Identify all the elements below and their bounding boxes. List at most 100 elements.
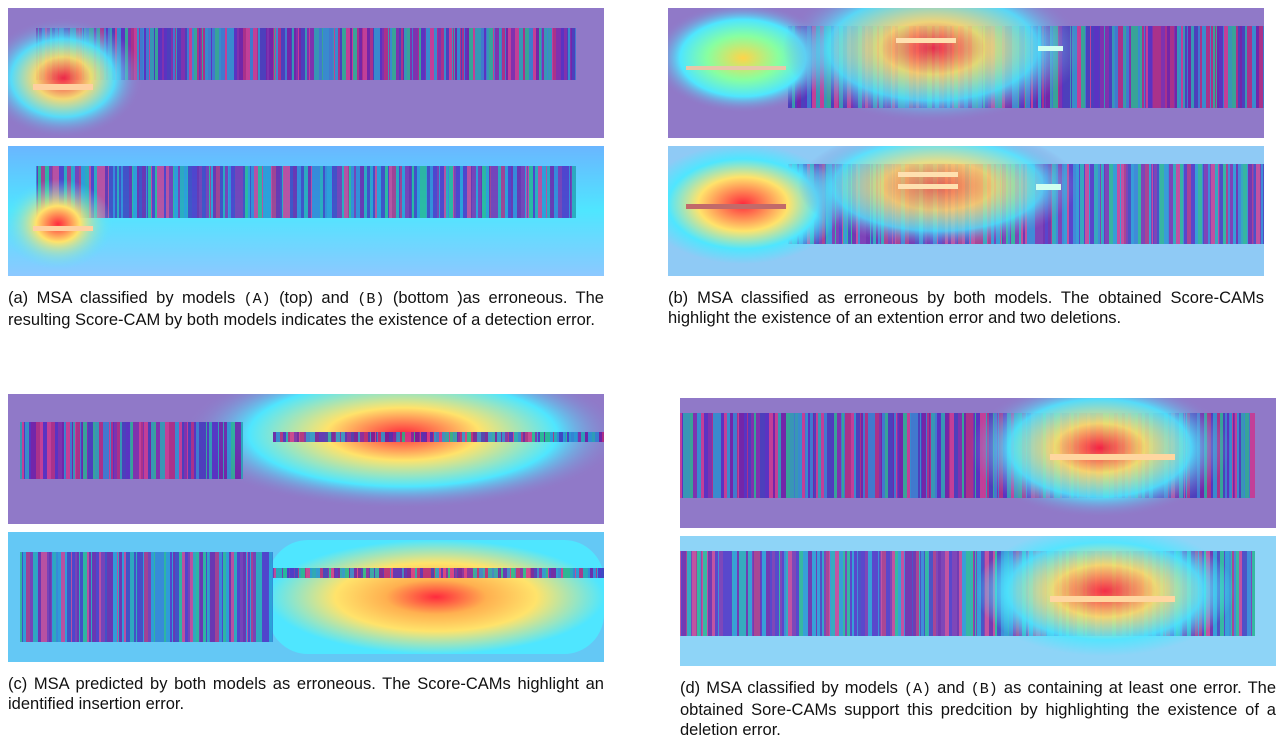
msa-column	[231, 28, 234, 80]
msa-column	[494, 28, 495, 80]
msa-column	[898, 551, 901, 636]
heatmap-image	[668, 8, 1264, 138]
msa-column	[33, 422, 35, 479]
msa-column	[434, 432, 436, 442]
msa-column	[1260, 164, 1261, 244]
msa-column	[1249, 26, 1252, 108]
msa-column	[331, 568, 334, 578]
msa-column	[805, 413, 806, 498]
msa-column	[832, 413, 833, 498]
msa-column	[409, 166, 411, 218]
msa-column	[350, 28, 352, 80]
msa-column	[342, 28, 346, 80]
msa-column	[727, 551, 729, 636]
msa-column	[137, 552, 138, 642]
msa-column	[426, 28, 430, 80]
msa-column	[320, 568, 322, 578]
msa-column	[1146, 26, 1148, 108]
msa-column	[333, 28, 334, 80]
msa-column	[974, 551, 975, 636]
msa-column	[460, 166, 463, 218]
msa-column	[160, 166, 164, 218]
msa-column	[223, 422, 224, 479]
msa-column	[708, 551, 712, 636]
msa-column	[31, 422, 33, 479]
msa-column	[471, 568, 473, 578]
msa-column	[566, 432, 567, 442]
msa-column	[101, 166, 105, 218]
msa-column	[400, 568, 402, 578]
msa-column	[114, 422, 117, 479]
msa-column	[1235, 413, 1237, 498]
msa-column	[75, 552, 77, 642]
msa-column	[1085, 26, 1086, 108]
msa-column	[1149, 164, 1151, 244]
msa-column	[1076, 164, 1079, 244]
msa-column	[420, 432, 421, 442]
msa-column	[557, 432, 559, 442]
msa-column	[453, 568, 454, 578]
msa-column	[898, 413, 899, 498]
msa-column	[199, 422, 202, 479]
msa-column	[507, 568, 510, 578]
msa-column	[207, 422, 209, 479]
msa-column	[529, 28, 533, 80]
msa-column	[772, 551, 775, 636]
msa-column	[405, 568, 407, 578]
msa-column	[1232, 413, 1233, 498]
msa-column	[387, 568, 390, 578]
msa-column	[215, 552, 219, 642]
msa-column	[896, 413, 897, 498]
msa-column	[817, 551, 820, 636]
msa-column	[1259, 26, 1263, 108]
msa-column	[511, 568, 515, 578]
msa-column	[587, 568, 588, 578]
msa-column	[760, 551, 761, 636]
msa-column	[272, 166, 273, 218]
msa-column	[1252, 551, 1255, 636]
msa-column	[92, 552, 96, 642]
msa-column	[353, 28, 357, 80]
msa-column	[1242, 551, 1243, 636]
msa-column	[843, 551, 845, 636]
msa-column	[499, 28, 501, 80]
msa-column	[73, 422, 75, 479]
msa-column	[345, 432, 347, 442]
msa-column	[47, 422, 51, 479]
caption-text: (c) MSA predicted by both models as erro…	[8, 675, 604, 713]
msa-column	[280, 432, 283, 442]
msa-column	[361, 166, 364, 218]
msa-column	[441, 28, 444, 80]
msa-column	[921, 413, 922, 498]
msa-column	[435, 568, 436, 578]
msa-column	[806, 413, 808, 498]
msa-column	[299, 432, 300, 442]
heatmap-image	[680, 398, 1276, 528]
msa-column	[861, 551, 865, 636]
msa-column	[1254, 413, 1255, 498]
msa-column	[338, 568, 340, 578]
msa-column	[1175, 26, 1177, 108]
msa-column	[1159, 164, 1160, 244]
score-cam-bottom-b	[668, 146, 1264, 276]
heatmap-image	[680, 536, 1276, 666]
msa-column	[36, 422, 40, 479]
msa-column	[121, 166, 123, 218]
msa-column	[1239, 413, 1241, 498]
msa-column	[723, 551, 727, 636]
msa-column	[420, 568, 423, 578]
msa-column	[319, 28, 322, 80]
msa-column	[439, 166, 440, 218]
msa-column	[375, 568, 379, 578]
msa-column	[579, 568, 583, 578]
msa-column	[1254, 164, 1256, 244]
msa-column	[306, 432, 310, 442]
msa-column	[381, 166, 385, 218]
msa-column	[75, 422, 76, 479]
msa-column	[845, 413, 849, 498]
msa-column	[571, 28, 572, 80]
msa-column	[542, 28, 544, 80]
msa-column	[370, 568, 374, 578]
msa-column	[364, 166, 365, 218]
msa-column	[192, 166, 193, 218]
